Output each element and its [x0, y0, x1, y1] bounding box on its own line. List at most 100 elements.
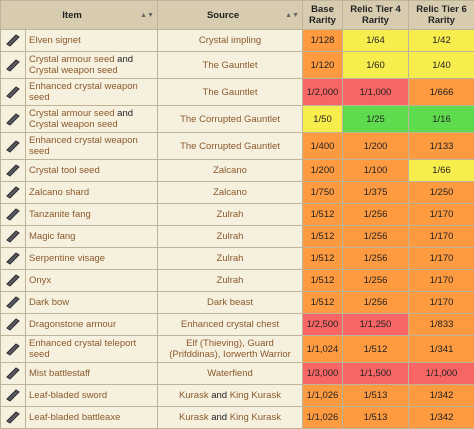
link[interactable]: Enhanced crystal chest [181, 319, 279, 330]
link[interactable]: Zalcano [213, 187, 247, 198]
link[interactable]: Crystal armour seed [29, 54, 115, 65]
rarity-cell: 1/40 [409, 52, 474, 79]
source-cell: Kurask and King Kurask [158, 385, 303, 407]
item-cell: Mist battlestaff [26, 363, 158, 385]
link[interactable]: King Kurask [230, 412, 281, 423]
link[interactable]: The Corrupted Gauntlet [180, 114, 280, 125]
link[interactable]: King Kurask [230, 390, 281, 401]
link[interactable]: Elf (Thieving), Guard (Prifddinas), Iorw… [169, 338, 291, 360]
link[interactable]: Kurask [179, 412, 209, 423]
link[interactable]: Crystal armour seed [29, 108, 115, 119]
item-icon [4, 364, 22, 380]
rarity-cell: 1/64 [343, 30, 409, 52]
rarity-cell: 1/342 [409, 407, 474, 429]
table-row: Leaf-bladed battleaxe Kurask and King Kur… [1, 407, 474, 429]
item-cell: Serpentine visage [26, 248, 158, 270]
link[interactable]: Crystal tool seed [29, 165, 100, 176]
rarity-cell: 1/170 [409, 248, 474, 270]
rarity-cell: 1/256 [343, 226, 409, 248]
item-icon [4, 227, 22, 243]
link[interactable]: Crystal impling [199, 35, 261, 46]
source-cell: Waterfiend [158, 363, 303, 385]
rarity-cell: 1/256 [343, 248, 409, 270]
item-icon [4, 183, 22, 199]
item-icon [4, 56, 22, 72]
link[interactable]: Crystal weapon seed [29, 65, 118, 76]
link[interactable]: Elven signet [29, 35, 81, 46]
link[interactable]: Enhanced crystal teleport seed [29, 338, 136, 360]
header-cell[interactable]: Source▲▼ [158, 1, 303, 30]
link[interactable]: Kurask [179, 390, 209, 401]
item-cell: Leaf-bladed sword [26, 385, 158, 407]
table-row: Dragonstone armour Enhanced crystal chest… [1, 314, 474, 336]
link[interactable]: Tanzanite fang [29, 209, 91, 220]
link[interactable]: Waterfiend [207, 368, 253, 379]
rarity-cell: 1/170 [409, 204, 474, 226]
link[interactable]: Zulrah [217, 253, 244, 264]
link[interactable]: Zalcano shard [29, 187, 89, 198]
source-cell: Crystal impling [158, 30, 303, 52]
rarity-cell: 1/375 [343, 182, 409, 204]
icon-cell [1, 336, 26, 363]
link[interactable]: Crystal weapon seed [29, 119, 118, 130]
link[interactable]: Onyx [29, 275, 51, 286]
icon-cell [1, 160, 26, 182]
link[interactable]: Zalcano [213, 165, 247, 176]
link[interactable]: Dark bow [29, 297, 69, 308]
link[interactable]: Dark beast [207, 297, 253, 308]
link[interactable]: The Corrupted Gauntlet [180, 141, 280, 152]
sort-icon[interactable]: ▲▼ [285, 10, 299, 21]
rarity-cell: 1/2,000 [303, 79, 343, 106]
link[interactable]: Zulrah [217, 209, 244, 220]
sort-icon[interactable]: ▲▼ [140, 10, 154, 21]
link[interactable]: Dragonstone armour [29, 319, 116, 330]
rarity-cell: 1/1,024 [303, 336, 343, 363]
rarity-cell: 1/66 [409, 160, 474, 182]
item-cell: Enhanced crystal weapon seed [26, 133, 158, 160]
rarity-cell: 1/128 [303, 30, 343, 52]
link[interactable]: The Gauntlet [203, 87, 258, 98]
source-cell: Dark beast [158, 292, 303, 314]
link[interactable]: Magic fang [29, 231, 75, 242]
icon-cell [1, 314, 26, 336]
header-cell[interactable]: Relic Tier 4 Rarity [343, 1, 409, 30]
source-cell: Zalcano [158, 160, 303, 182]
icon-cell [1, 292, 26, 314]
item-icon [4, 161, 22, 177]
source-cell: Kurask and King Kurask [158, 407, 303, 429]
rarity-cell: 1/200 [343, 133, 409, 160]
link[interactable]: Serpentine visage [29, 253, 105, 264]
rarity-cell: 1/2,500 [303, 314, 343, 336]
link[interactable]: Mist battlestaff [29, 368, 90, 379]
link[interactable]: Leaf-bladed sword [29, 390, 107, 401]
link[interactable]: Zulrah [217, 231, 244, 242]
item-cell: Leaf-bladed battleaxe [26, 407, 158, 429]
source-cell: The Corrupted Gauntlet [158, 106, 303, 133]
header-cell[interactable]: Relic Tier 6 Rarity [409, 1, 474, 30]
source-cell: Zulrah [158, 226, 303, 248]
rarity-cell: 1/16 [409, 106, 474, 133]
header-cell[interactable]: Base Rarity [303, 1, 343, 30]
link[interactable]: Enhanced crystal weapon seed [29, 135, 138, 157]
item-cell: Zalcano shard [26, 182, 158, 204]
item-icon [4, 340, 22, 356]
source-cell: Elf (Thieving), Guard (Prifddinas), Iorw… [158, 336, 303, 363]
rarity-cell: 1/750 [303, 182, 343, 204]
source-cell: Zalcano [158, 182, 303, 204]
item-icon [4, 293, 22, 309]
link[interactable]: The Gauntlet [203, 60, 258, 71]
source-cell: Zulrah [158, 248, 303, 270]
source-cell: The Gauntlet [158, 52, 303, 79]
table-row: Enhanced crystal teleport seed Elf (Thiev… [1, 336, 474, 363]
item-cell: Tanzanite fang [26, 204, 158, 226]
link[interactable]: Zulrah [217, 275, 244, 286]
table-row: Crystal armour seed and Crystal weapon s… [1, 52, 474, 79]
rarity-cell: 1/512 [343, 336, 409, 363]
link[interactable]: Enhanced crystal weapon seed [29, 81, 138, 103]
header-cell[interactable]: Item▲▼ [1, 1, 158, 30]
link[interactable]: Leaf-bladed battleaxe [29, 412, 120, 423]
